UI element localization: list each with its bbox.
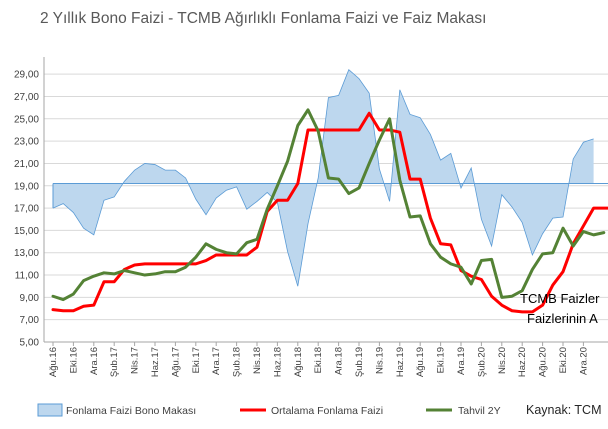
source-note: Kaynak: TCM <box>526 403 602 417</box>
x-tick-label: Ara.16 <box>89 347 100 375</box>
bond-2y-line <box>51 108 606 302</box>
spread-area-outline <box>52 69 594 287</box>
x-tick-label: Ara.17 <box>211 347 222 375</box>
x-tick-label: Eki.20 <box>558 347 569 373</box>
legend-label-bond: Tahvil 2Y <box>458 405 501 417</box>
y-tick-label: 5,00 <box>20 338 40 349</box>
legend: Fonlama Faizi Bono Makası Ortalama Fonla… <box>37 403 501 417</box>
annotation-line-1: TCMB Faizler <box>520 291 600 306</box>
x-tick-label: Ağu.17 <box>170 347 181 377</box>
chart-title: 2 Yıllık Bono Faizi - TCMB Ağırlıklı Fon… <box>40 10 487 27</box>
spread-area-fill <box>53 69 594 287</box>
x-tick-label: Ağu.19 <box>415 347 426 377</box>
y-tick-labels: 5,00 7,00 9,00 11,00 13,00 15,00 17,00 19,00 21,… <box>14 70 39 349</box>
y-tick-label: 19,00 <box>14 181 39 192</box>
x-tick-label: Şub.17 <box>109 347 120 377</box>
x-tick-label: Ara.19 <box>456 347 467 375</box>
y-tick-label: 27,00 <box>14 92 39 103</box>
x-tick-label: Nis.20 <box>497 347 508 374</box>
y-tick-label: 9,00 <box>20 293 40 304</box>
spread-area-layer <box>52 69 608 287</box>
x-tick-label: Şub.19 <box>354 347 365 377</box>
x-tick-label: Şub.18 <box>232 347 243 377</box>
x-tick-label: Haz.17 <box>150 347 161 377</box>
x-tick-label: Eki.19 <box>436 347 447 373</box>
x-tick-labels: Ağu.16 Eki.16 Ara.16 Şub.17 Nis.17 Haz.17 Ağu.… <box>48 347 589 377</box>
x-tick-label: Şub.20 <box>476 347 487 377</box>
y-tick-label: 17,00 <box>14 204 39 215</box>
axes <box>43 57 608 346</box>
legend-label-spread: Fonlama Faizi Bono Makası <box>66 405 196 417</box>
series-lines <box>51 108 608 314</box>
y-tick-label: 29,00 <box>14 70 39 81</box>
x-tick-label: Haz.20 <box>517 347 528 377</box>
y-tick-label: 15,00 <box>14 226 39 237</box>
x-tick-label: Ağu.20 <box>538 347 549 377</box>
y-tick-label: 23,00 <box>14 137 39 148</box>
y-tick-label: 11,00 <box>15 271 40 282</box>
x-tick-label: Ara.18 <box>334 347 345 375</box>
funding-rate-line <box>51 111 608 314</box>
x-tick-label: Ağu.16 <box>48 347 59 377</box>
y-tick-label: 21,00 <box>14 159 39 170</box>
legend-label-funding: Ortalama Fonlama Faizi <box>271 405 383 417</box>
x-tick-label: Ara.20 <box>578 347 589 375</box>
x-tick-label: Nis.19 <box>374 347 385 374</box>
x-tick-label: Haz.18 <box>272 347 283 377</box>
x-tick-label: Nis.18 <box>252 347 263 374</box>
x-tick-label: Haz.19 <box>395 347 406 377</box>
x-tick-label: Nis.17 <box>130 347 141 374</box>
x-tick-label: Eki.16 <box>68 347 79 373</box>
x-tick-label: Eki.18 <box>313 347 324 373</box>
y-tick-label: 13,00 <box>14 248 39 259</box>
annotation-line-2: Faizlerinin A <box>527 311 598 326</box>
y-tick-label: 25,00 <box>14 114 39 125</box>
y-tick-label: 7,00 <box>20 315 40 326</box>
x-tick-label: Eki.17 <box>191 347 202 373</box>
x-tick-label: Ağu.18 <box>293 347 304 377</box>
legend-swatch-spread <box>37 403 63 417</box>
